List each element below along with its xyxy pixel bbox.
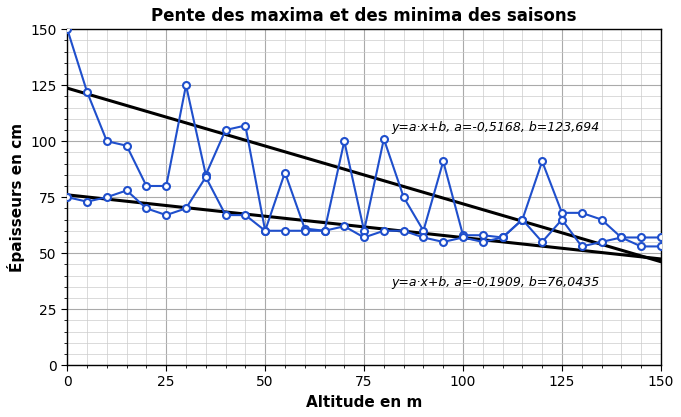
Text: y=a·x+b, a=-0,1909, b=76,0435: y=a·x+b, a=-0,1909, b=76,0435: [392, 276, 600, 289]
Y-axis label: Épaisseurs en cm: Épaisseurs en cm: [7, 123, 25, 272]
X-axis label: Altitude en m: Altitude en m: [306, 395, 422, 410]
Title: Pente des maxima et des minima des saisons: Pente des maxima et des minima des saiso…: [151, 7, 577, 25]
Text: y=a·x+b, a=-0,5168, b=123,694: y=a·x+b, a=-0,5168, b=123,694: [392, 121, 600, 134]
